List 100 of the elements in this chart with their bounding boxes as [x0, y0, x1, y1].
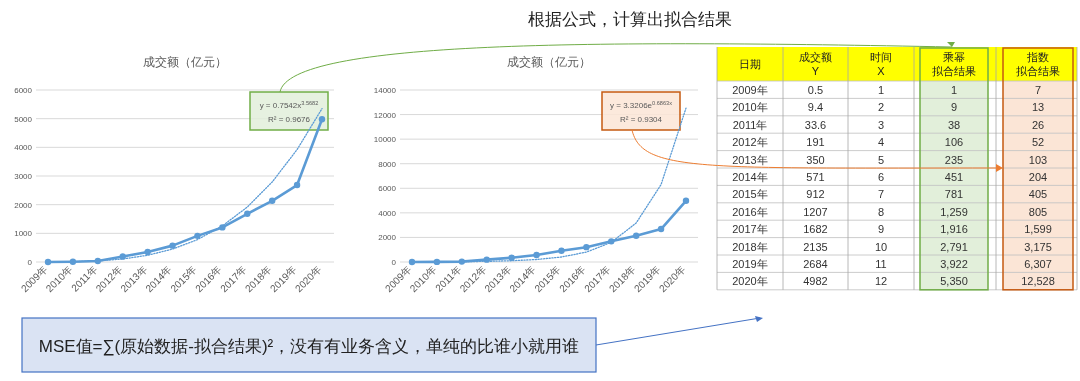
y-tick-label: 2015年: [732, 188, 768, 201]
y-tick-label: 3000: [14, 172, 33, 181]
data-label: 1,259: [940, 205, 968, 218]
data-label: 1,599: [1024, 223, 1052, 236]
point: [194, 232, 201, 240]
data-label: 106: [944, 136, 964, 149]
data-label: 9: [950, 101, 958, 114]
point: [558, 247, 565, 254]
data-label: 2,791: [940, 240, 968, 253]
chart-title: 成交额（亿元）: [143, 55, 227, 69]
data-label: 781: [944, 188, 964, 201]
x-tick-label: 指数拟合结果: [1016, 51, 1060, 77]
data-label: 1682: [803, 223, 828, 236]
data-label: 405: [1028, 188, 1048, 201]
y-tick-label: 2000: [14, 200, 33, 210]
point: [318, 115, 326, 123]
data-label: 7: [1034, 84, 1042, 96]
y-tick-label: 6000: [378, 184, 397, 194]
annotation: R² = 0.9676: [267, 115, 311, 124]
data-label: 2: [877, 101, 885, 114]
data-label: 805: [1028, 205, 1048, 218]
y-tick-label: 2016年: [732, 205, 768, 218]
x-tick-label: 乘幂拟合结果: [932, 51, 976, 77]
y-tick-label: 4000: [378, 208, 397, 218]
y-axis-title: 日期: [739, 58, 761, 70]
y-tick-label: 0: [391, 258, 397, 267]
data-label: 26: [1031, 118, 1045, 131]
data-label: 204: [1028, 171, 1048, 183]
chart-title: 成交额（亿元）: [507, 55, 591, 69]
point: [458, 258, 466, 265]
y-tick-label: 2014年: [732, 171, 768, 183]
y-tick-label: 2017年: [732, 223, 768, 236]
data-label: 1: [877, 84, 885, 96]
y-tick-label: 4000: [14, 143, 33, 153]
data-label: 5,350: [940, 275, 968, 288]
y-tick-label: 2000: [378, 233, 397, 243]
y-tick-label: 2009年: [732, 84, 768, 96]
text: 根据公式，计算出拟合结果: [528, 10, 732, 29]
data-label: 235: [944, 153, 964, 166]
y-tick-label: 6000: [14, 86, 33, 95]
data-label: 4: [877, 136, 885, 149]
data-label: 10: [874, 240, 888, 253]
data-label: 103: [1028, 153, 1048, 166]
data-label: 3,922: [940, 258, 968, 270]
annotation: R² = 0.9304: [619, 115, 663, 124]
data-label: 12,528: [1021, 275, 1055, 288]
y-tick-label: 2011年: [732, 118, 768, 131]
data-label: 33.6: [804, 118, 827, 131]
data-label: 9.4: [807, 101, 824, 114]
point: [119, 253, 126, 260]
data-label: 2684: [803, 258, 828, 270]
data-label: 191: [806, 136, 825, 149]
data-label: 1: [950, 84, 958, 96]
point: [144, 248, 151, 256]
point: [169, 242, 176, 249]
data-label: 3: [877, 118, 885, 131]
y-tick-label: 12000: [373, 110, 397, 120]
data-label: 912: [806, 188, 825, 201]
point: [682, 197, 690, 204]
point: [268, 197, 276, 204]
data-label: 6: [877, 171, 885, 183]
data-label: 2135: [803, 240, 828, 253]
y-tick-label: 2018年: [732, 240, 768, 253]
point: [533, 251, 540, 259]
y-tick-label: 10000: [373, 135, 397, 145]
annotation: y = 0.7542x$^{3.5682}$: [259, 100, 319, 110]
data-label: 1207: [803, 205, 828, 218]
data-label: 571: [806, 171, 825, 183]
data-label: 1,916: [940, 223, 968, 236]
text: MSE值=∑(原始数据-拟合结果)²，没有有业务含义，单纯的比谁小就用谁: [38, 337, 580, 356]
point: [583, 243, 590, 251]
y-tick-label: 5000: [14, 114, 33, 124]
x-tick-label: 时间 X: [870, 51, 892, 77]
point: [657, 225, 665, 233]
data-label: 52: [1031, 136, 1045, 149]
data-label: 6,307: [1024, 258, 1052, 270]
data-label: 451: [944, 171, 964, 183]
data-label: 12: [874, 275, 888, 288]
point: [244, 210, 251, 217]
data-label: 5: [877, 153, 885, 166]
data-label: 38: [947, 118, 961, 131]
data-label: 9: [877, 223, 885, 236]
y-tick-label: 0: [27, 258, 33, 267]
x-tick-label: 成交额 Y: [799, 51, 832, 77]
point: [293, 181, 301, 189]
y-tick-label: 2013年: [732, 153, 768, 166]
y-tick-label: 14000: [373, 86, 397, 95]
data-label: 8: [877, 205, 885, 218]
point: [632, 232, 640, 239]
annotation: y = 3.3206e$^{0.6863x}$: [610, 100, 673, 110]
y-tick-label: 2012年: [732, 136, 768, 149]
data-label: 4982: [803, 275, 828, 288]
y-tick-label: 2010年: [732, 101, 768, 114]
data-label: 0.5: [807, 84, 824, 96]
y-tick-label: 1000: [14, 229, 33, 239]
data-label: 7: [877, 188, 885, 201]
point: [508, 254, 515, 261]
data-label: 3,175: [1024, 240, 1052, 253]
y-tick-label: 8000: [378, 159, 397, 169]
data-label: 13: [1031, 101, 1045, 114]
